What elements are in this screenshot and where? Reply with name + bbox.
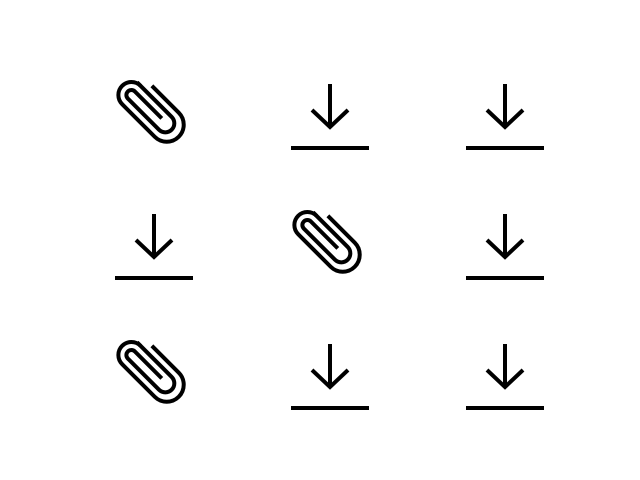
grid-cell [104,62,204,162]
paperclip-icon [116,340,186,404]
grid-cell [455,62,555,162]
paperclip-icon [292,210,362,274]
grid-cell [455,322,555,422]
grid-cell [104,192,204,292]
grid-cell [104,322,204,422]
grid-cell [455,192,555,292]
download-icon [291,84,369,150]
download-icon [466,214,544,280]
paperclip-icon [116,80,186,144]
download-icon [115,214,193,280]
grid-cell [280,192,380,292]
download-icon [291,344,369,410]
download-icon [466,84,544,150]
grid-cell [280,322,380,422]
download-icon [466,344,544,410]
grid-cell [280,62,380,162]
